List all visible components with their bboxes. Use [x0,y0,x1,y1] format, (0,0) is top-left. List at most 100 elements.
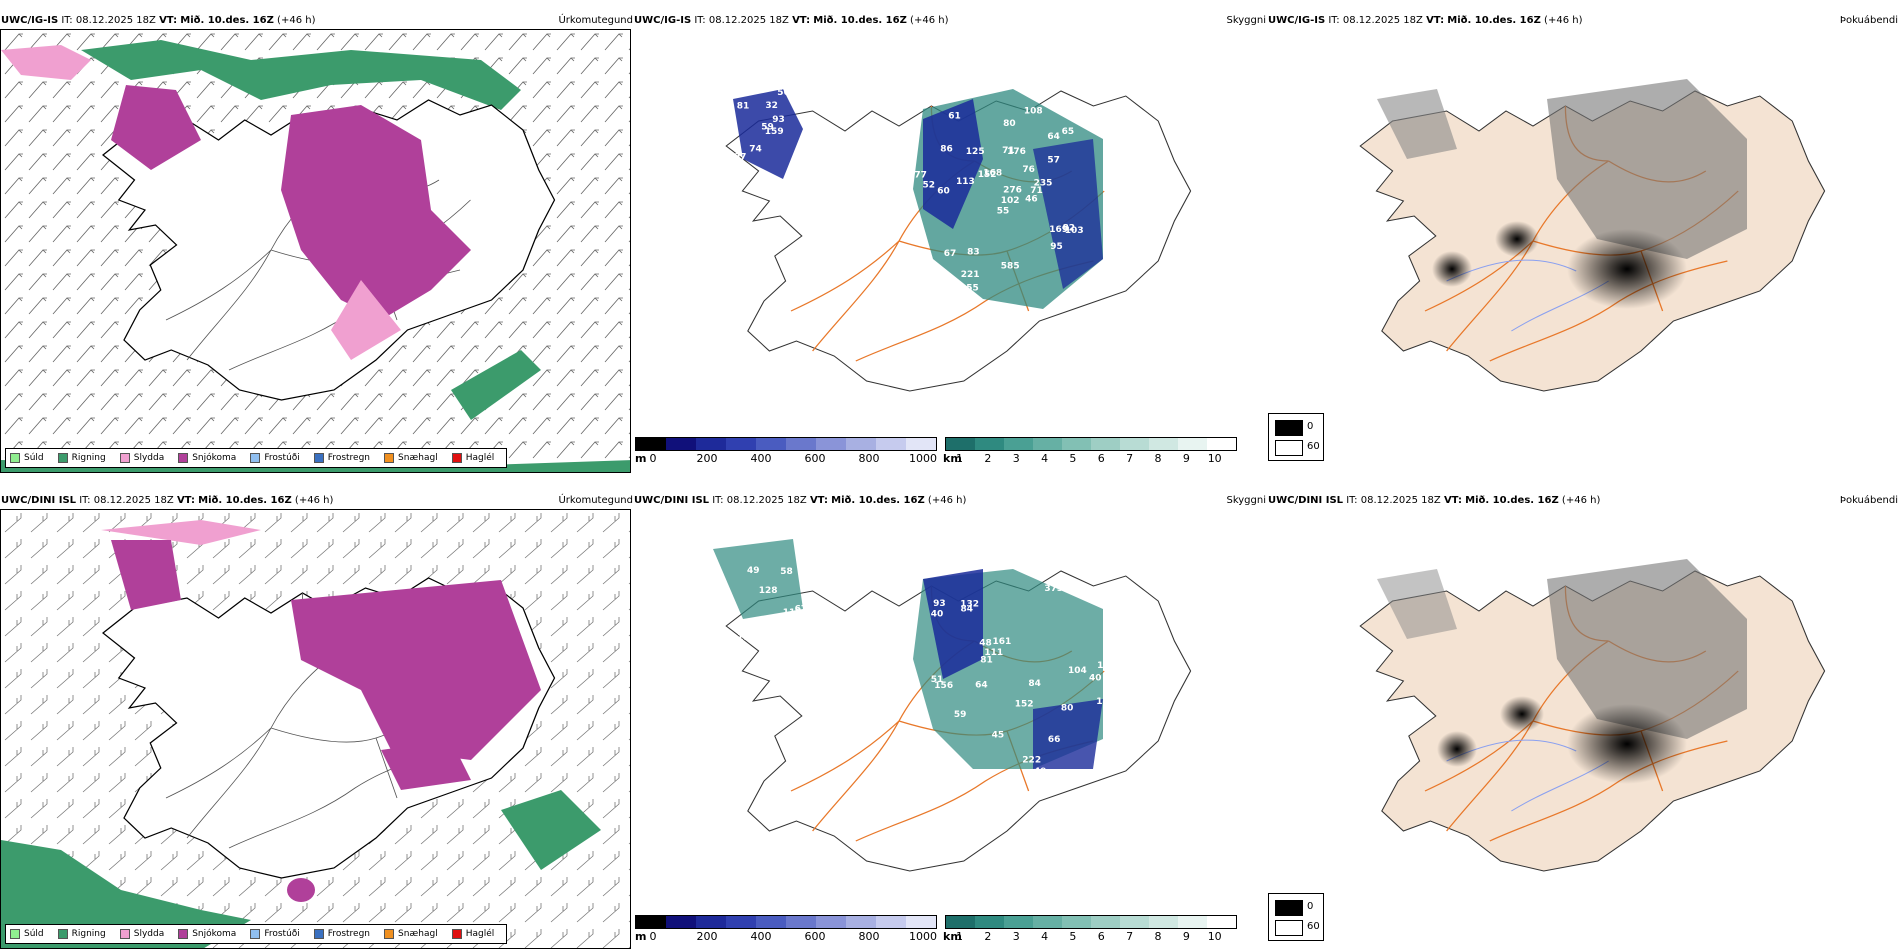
snow-area-west [111,540,181,610]
colorbar-tick-label: 10 [1207,930,1222,943]
colorbar-swatch [846,438,876,450]
low-cloud-northeast [923,569,983,679]
cloud-base-height-label: 168 [983,169,1002,179]
colorbar-swatch [876,916,906,928]
colorbar-tick-label: 800 [858,452,880,465]
legend-item-sleet: Slydda [119,453,164,463]
cloud-base-height-label: 93 [933,599,946,609]
colorbar-tick-label: 600 [804,452,826,465]
colorbar-tick-label: 8 [1154,452,1162,465]
cloud-base-height-label: 105 [1104,164,1123,174]
dense-fog-area [1495,221,1539,257]
fog-legend-max: 60 [1307,921,1320,932]
colorbar-tick-label: 2 [984,452,992,465]
colorbar-swatch [726,916,756,928]
fog-header-row1: UWC/IG-IS IT: 08.12.2025 18Z VT: Mið. 10… [1267,13,1900,29]
colorbar-tick-label: 600 [804,930,826,943]
colorbar-tick-label: 2 [984,930,992,943]
colorbar-tick-label: 400 [750,452,772,465]
low-cloud-northeast [923,99,983,229]
colorbar-tick-label: 0 [649,452,657,465]
cloud-base-height-label: 116 [783,608,802,618]
colorbar-swatch [816,438,846,450]
cloud-base-height-label: 40 [931,610,944,620]
snow-area-glacier [287,878,315,902]
dense-fog-area [1567,229,1687,309]
it-label: IT: [61,15,73,26]
cloud-base-height-label: 223 [929,278,948,288]
cloud-base-height-label: 86 [940,145,953,155]
colorbar-swatch [756,438,786,450]
cloud-base-height-label: 64 [1047,132,1060,142]
colorbar-swatch [786,916,816,928]
cloud-base-height-label: 61 [948,112,961,122]
colorbar-swatch [1033,438,1062,450]
legend-item-snow: Snjókoma [178,453,236,463]
colorbar-swatch [1149,438,1178,450]
cloud-base-height-label: 82 [1063,224,1076,234]
colorbar-swatch [1207,438,1236,450]
lead-time: (+46 h) [294,495,334,506]
colorbar-tick-label: 1000 [909,930,937,943]
colorbar-tick-label: 6 [1097,452,1105,465]
dense-fog-area [1567,704,1687,784]
fog-area-west [1377,569,1457,639]
legend-item-snow: Snjókoma [178,929,236,939]
cloud-base-height-label: 109 [1096,751,1115,761]
precip-header-row1: UWC/IG-IS IT: 08.12.2025 18Z VT: Mið. 10… [0,13,635,29]
fog-panel-row2: UWC/DINI ISL IT: 08.12.2025 18Z VT: Mið.… [1267,493,1900,950]
cloud-header-row2: UWC/DINI ISL IT: 08.12.2025 18Z VT: Mið.… [633,493,1268,509]
low-cloud-west [733,89,803,179]
cloud-base-height-label: 84 [1028,679,1041,689]
colorbar-swatch [1004,438,1033,450]
vt-value: Mið. 10.des. 16Z [180,15,274,26]
vt-value: Mið. 10.des. 16Z [831,495,925,506]
fog-area-east [1547,559,1747,739]
fog-legend-min: 0 [1307,421,1314,432]
cloud-base-height-label: 373 [1044,584,1063,594]
precip-header-row2: UWC/DINI ISL IT: 08.12.2025 18Z VT: Mið.… [0,493,635,509]
cloud-base-height-label: 40 [1089,673,1102,683]
colorbar-swatch [1091,916,1120,928]
cloud-base-height-label: 169 [1049,225,1068,235]
cloud-base-height-label: 156 [934,681,953,691]
cloud-map-row1: 159 81 59 97 93 74 56 32 64 46 61 40 60 58 55 57 51 71 76 6… [725,88,1192,392]
cloud-base-height-label: 67 [944,249,957,259]
cloud-base-height-label: 59 [761,123,774,133]
colorbar-swatch [816,916,846,928]
cloud-base-height-label: 74 [749,145,762,155]
it-label: IT: [712,495,724,506]
low-vis-west [713,539,803,619]
fog-legend-max: 60 [1307,441,1320,452]
cloud-base-height-label: 80 [1003,119,1016,129]
precip-legend: Súld Rigning Slydda Snjókoma Frostúði Fr… [5,448,508,468]
colorbar-swatch [636,916,666,928]
colorbar-swatch [1004,916,1033,928]
model-name: UWC/IG-IS [634,15,692,26]
dense-fog-area [1500,696,1544,732]
cloud-base-height-label: 152 [978,170,997,180]
cloud-base-height-label: 76 [1022,165,1035,175]
colorbar-tick-label: 400 [750,930,772,943]
colorbar-swatch [846,916,876,928]
height-colorbar [635,915,937,929]
cloud-base-height-label: 103 [1065,226,1084,236]
cloud-base-height-label: 64 [975,681,988,691]
precip-title: Úrkomutegund [558,495,633,506]
precip-map-row1: Súld Rigning Slydda Snjókoma Frostúði Fr… [0,29,631,473]
fog-legend-min: 0 [1307,901,1314,912]
colorbar-tick-label: 3 [1012,452,1020,465]
colorbar-swatch [1178,916,1207,928]
colorbar-swatch [1062,438,1091,450]
cloud-title: Skyggni [1226,15,1266,26]
colorbar-swatch [726,438,756,450]
colorbar-swatch [1207,916,1236,928]
cloud-base-height-label: 40 [1101,286,1114,296]
vt-label: VT: [176,495,195,506]
cloud-base-height-label: 221 [961,270,980,280]
cloud-base-height-label: 51 [947,289,960,299]
cloud-base-height-label: 235 [1034,178,1053,188]
vt-value: Mið. 10.des. 16Z [1447,15,1541,26]
model-name: UWC/DINI ISL [1268,495,1344,506]
